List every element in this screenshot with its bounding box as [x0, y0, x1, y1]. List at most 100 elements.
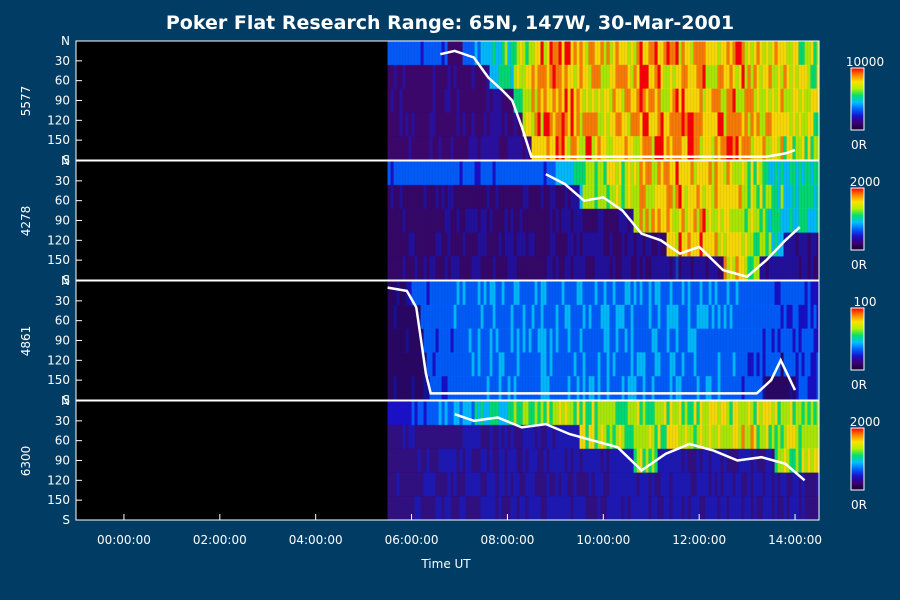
- heatmap-cell: [462, 256, 466, 281]
- heatmap-cell: [783, 281, 787, 306]
- heatmap-cell: [651, 328, 655, 353]
- heatmap-cell: [390, 161, 394, 186]
- heatmap-cell: [513, 352, 517, 377]
- heatmap-cell: [393, 184, 397, 210]
- heatmap-cell: [777, 328, 781, 353]
- heatmap-cell: [558, 328, 562, 353]
- heatmap-cell: [507, 161, 511, 186]
- heatmap-cell: [669, 64, 673, 90]
- heatmap-cell: [699, 41, 703, 66]
- heatmap-cell: [558, 352, 562, 377]
- heatmap-cell: [408, 232, 412, 257]
- heatmap-cell: [669, 496, 673, 521]
- heatmap-cell: [663, 424, 667, 450]
- heatmap-cell: [663, 304, 667, 330]
- heatmap-cell: [663, 281, 667, 306]
- heatmap-cell: [570, 41, 574, 66]
- heatmap-cell: [813, 472, 817, 497]
- heatmap-cell: [483, 64, 487, 90]
- heatmap-cell: [474, 496, 478, 521]
- heatmap-cell: [432, 472, 436, 497]
- heatmap-cell: [417, 352, 421, 377]
- heatmap-cell: [753, 136, 757, 161]
- heatmap-cell: [648, 424, 652, 450]
- heatmap-cell: [600, 41, 604, 66]
- heatmap-cell: [711, 112, 715, 137]
- heatmap-cell: [753, 472, 757, 497]
- heatmap-cell: [471, 472, 475, 497]
- heatmap-cell: [660, 232, 664, 257]
- heatmap-cell: [531, 208, 535, 233]
- heatmap-cell: [687, 328, 691, 353]
- heatmap-cell: [669, 328, 673, 353]
- heatmap-cell: [603, 208, 607, 233]
- heatmap-cell: [552, 256, 556, 281]
- heatmap-cell: [738, 112, 742, 137]
- heatmap-cell: [435, 401, 439, 426]
- colorbar-4861: [850, 307, 865, 371]
- heatmap-cell: [720, 41, 724, 66]
- heatmap-cell: [768, 304, 772, 330]
- heatmap-cell: [417, 281, 421, 306]
- heatmap-cell: [759, 472, 763, 497]
- heatmap-cell: [399, 472, 403, 497]
- heatmap-cell: [387, 401, 391, 426]
- heatmap-cell: [690, 136, 694, 161]
- heatmap-cell: [465, 304, 469, 330]
- heatmap-cell: [729, 281, 733, 306]
- heatmap-cell: [702, 41, 706, 66]
- heatmap-cell: [741, 496, 745, 521]
- heatmap-cell: [711, 161, 715, 186]
- heatmap-cell: [417, 88, 421, 113]
- heatmap-cell: [726, 112, 730, 137]
- heatmap-cell: [585, 376, 589, 401]
- panel-name-label: 4861: [19, 326, 33, 357]
- heatmap-cell: [705, 304, 709, 330]
- heatmap-cell: [630, 232, 634, 257]
- heatmap-cell: [621, 232, 625, 257]
- heatmap-cell: [519, 424, 523, 450]
- heatmap-cell: [501, 41, 505, 66]
- heatmap-cell: [387, 281, 391, 306]
- heatmap-cell: [543, 88, 547, 113]
- heatmap-cell: [399, 232, 403, 257]
- heatmap-cell: [729, 401, 733, 426]
- heatmap-cell: [420, 136, 424, 161]
- heatmap-cell: [792, 281, 796, 306]
- heatmap-cell: [471, 232, 475, 257]
- heatmap-cell: [456, 304, 460, 330]
- heatmap-cell: [618, 208, 622, 233]
- heatmap-cell: [408, 208, 412, 233]
- heatmap-cell: [618, 136, 622, 161]
- heatmap-cell: [456, 376, 460, 401]
- heatmap-cell: [801, 136, 805, 161]
- heatmap-cell: [627, 161, 631, 186]
- heatmap-cell: [699, 424, 703, 450]
- heatmap-cell: [480, 184, 484, 210]
- heatmap-cell: [747, 41, 751, 66]
- heatmap-cell: [414, 496, 418, 521]
- heatmap-cell: [402, 184, 406, 210]
- heatmap-cell: [696, 352, 700, 377]
- heatmap-cell: [777, 136, 781, 161]
- heatmap-cell: [771, 64, 775, 90]
- heatmap-cell: [561, 208, 565, 233]
- heatmap-cell: [672, 64, 676, 90]
- heatmap-cell: [777, 41, 781, 66]
- heatmap-cell: [516, 208, 520, 233]
- heatmap-cell: [756, 352, 760, 377]
- heatmap-cell: [546, 352, 550, 377]
- heatmap-cell: [708, 64, 712, 90]
- heatmap-cell: [675, 496, 679, 521]
- heatmap-cell: [492, 496, 496, 521]
- heatmap-cell: [762, 352, 766, 377]
- y-tick-label: 60: [55, 194, 70, 208]
- heatmap-cell: [705, 41, 709, 66]
- heatmap-cell: [792, 472, 796, 497]
- heatmap-cell: [519, 496, 523, 521]
- heatmap-cell: [729, 424, 733, 450]
- heatmap-cell: [525, 256, 529, 281]
- heatmap-cell: [624, 281, 628, 306]
- heatmap-cell: [693, 208, 697, 233]
- heatmap-cell: [408, 448, 412, 473]
